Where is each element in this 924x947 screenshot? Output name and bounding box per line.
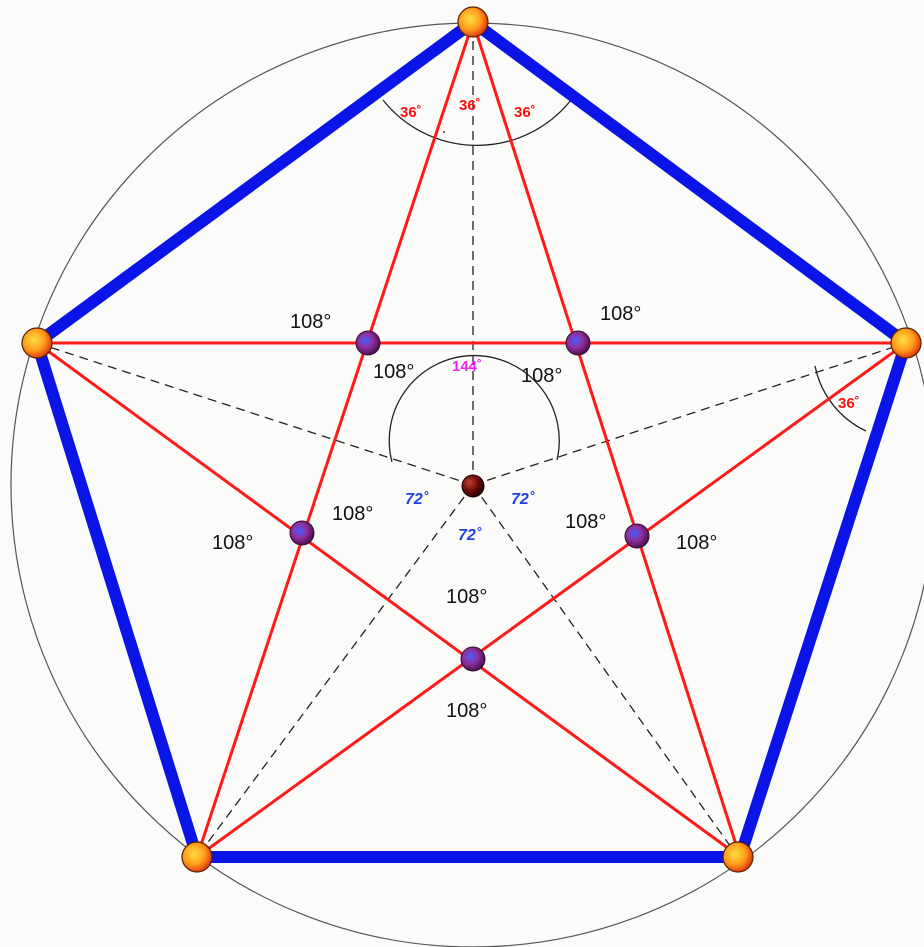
- angle-label-center-left: 72˚: [405, 491, 429, 508]
- angle-label-inner-right-outer: 108°: [676, 532, 717, 554]
- vertex-top: [457, 6, 489, 38]
- angle-label-inner-right-inner: 108°: [565, 511, 606, 533]
- vertex-points: [21, 6, 922, 873]
- pentagram-star: [36, 21, 907, 859]
- inner-right: [624, 523, 650, 549]
- inner-points: [289, 330, 650, 672]
- inner-top-left: [355, 330, 381, 356]
- vertex-left: [21, 327, 53, 359]
- angle-label-inner-top-right-outer: 108°: [600, 303, 641, 325]
- angle-label-apex-left: 36˚: [400, 104, 422, 121]
- apex-arc: [382, 99, 572, 147]
- angle-label-inner-top-left-inner: 108°: [373, 361, 414, 383]
- angle-label-inner-bottom-inner: 108°: [446, 586, 487, 608]
- angle-label-inner-top-right-inner: 108°: [521, 365, 562, 387]
- inner-left: [289, 520, 315, 546]
- vertex-right: [890, 327, 922, 359]
- angle-label-apex-right: 36˚: [514, 104, 536, 121]
- center-arc: [388, 354, 560, 463]
- right-vertex-arc: [814, 365, 867, 432]
- vertex-bottom-left: [181, 841, 213, 873]
- dashed-radii: [36, 22, 907, 858]
- inner-bottom: [460, 646, 486, 672]
- angle-label-apex-mid: 36˚: [459, 97, 481, 114]
- angle-label-inner-left-outer: 108°: [212, 532, 253, 554]
- angle-label-center-bottom: 72˚: [458, 527, 482, 544]
- angle-label-center-right: 72˚: [511, 491, 535, 508]
- angle-label-inner-bottom-outer: 108°: [446, 700, 487, 722]
- angle-label-right-vertex: 36˚: [838, 395, 860, 412]
- angle-label-center-obtuse: 144˚: [452, 358, 482, 375]
- vertex-bottom-right: [722, 841, 754, 873]
- inner-top-right: [565, 330, 591, 356]
- center-point: [461, 474, 485, 498]
- angle-label-inner-top-left-outer: 108°: [290, 311, 331, 333]
- angle-arcs: [382, 99, 867, 463]
- angle-label-inner-left-inner: 108°: [332, 503, 373, 525]
